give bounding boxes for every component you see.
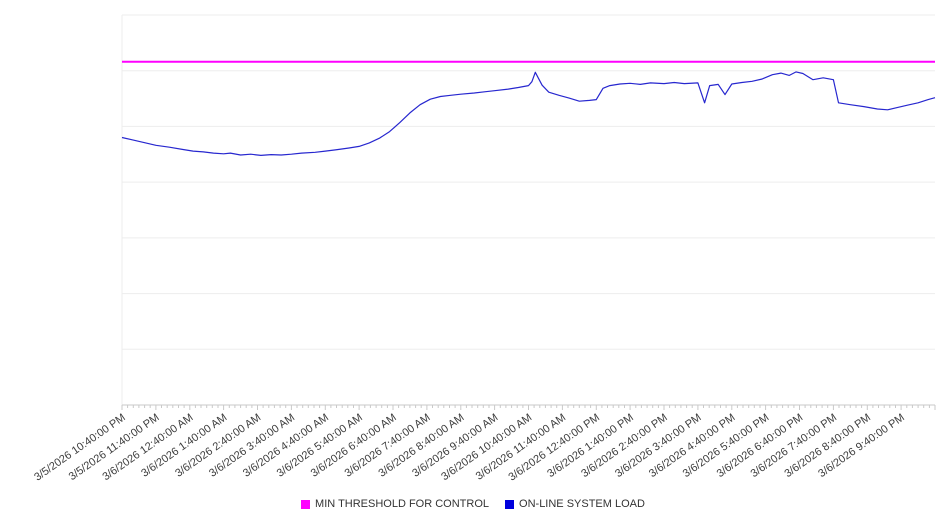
legend-item-min-threshold[interactable]: MIN THRESHOLD FOR CONTROL <box>301 498 489 510</box>
legend-label-min-threshold: MIN THRESHOLD FOR CONTROL <box>315 498 490 510</box>
x-axis-labels: 3/5/2026 10:40:00 PM3/5/2026 11:40:00 PM… <box>32 412 907 482</box>
gridlines <box>122 14 935 350</box>
system-load-chart: 3/5/2026 10:40:00 PM3/5/2026 11:40:00 PM… <box>32 14 936 482</box>
threshold-swatch-icon <box>301 499 311 509</box>
chart-legend: MIN THRESHOLD FOR CONTROL ON-LINE SYSTEM… <box>0 492 946 516</box>
load-line <box>121 71 936 156</box>
x-axis-ticks <box>121 405 936 410</box>
load-swatch-icon <box>505 499 515 509</box>
legend-label-online-system-load: ON-LINE SYSTEM LOAD <box>519 498 645 510</box>
legend-item-online-system-load[interactable]: ON-LINE SYSTEM LOAD <box>505 498 645 510</box>
